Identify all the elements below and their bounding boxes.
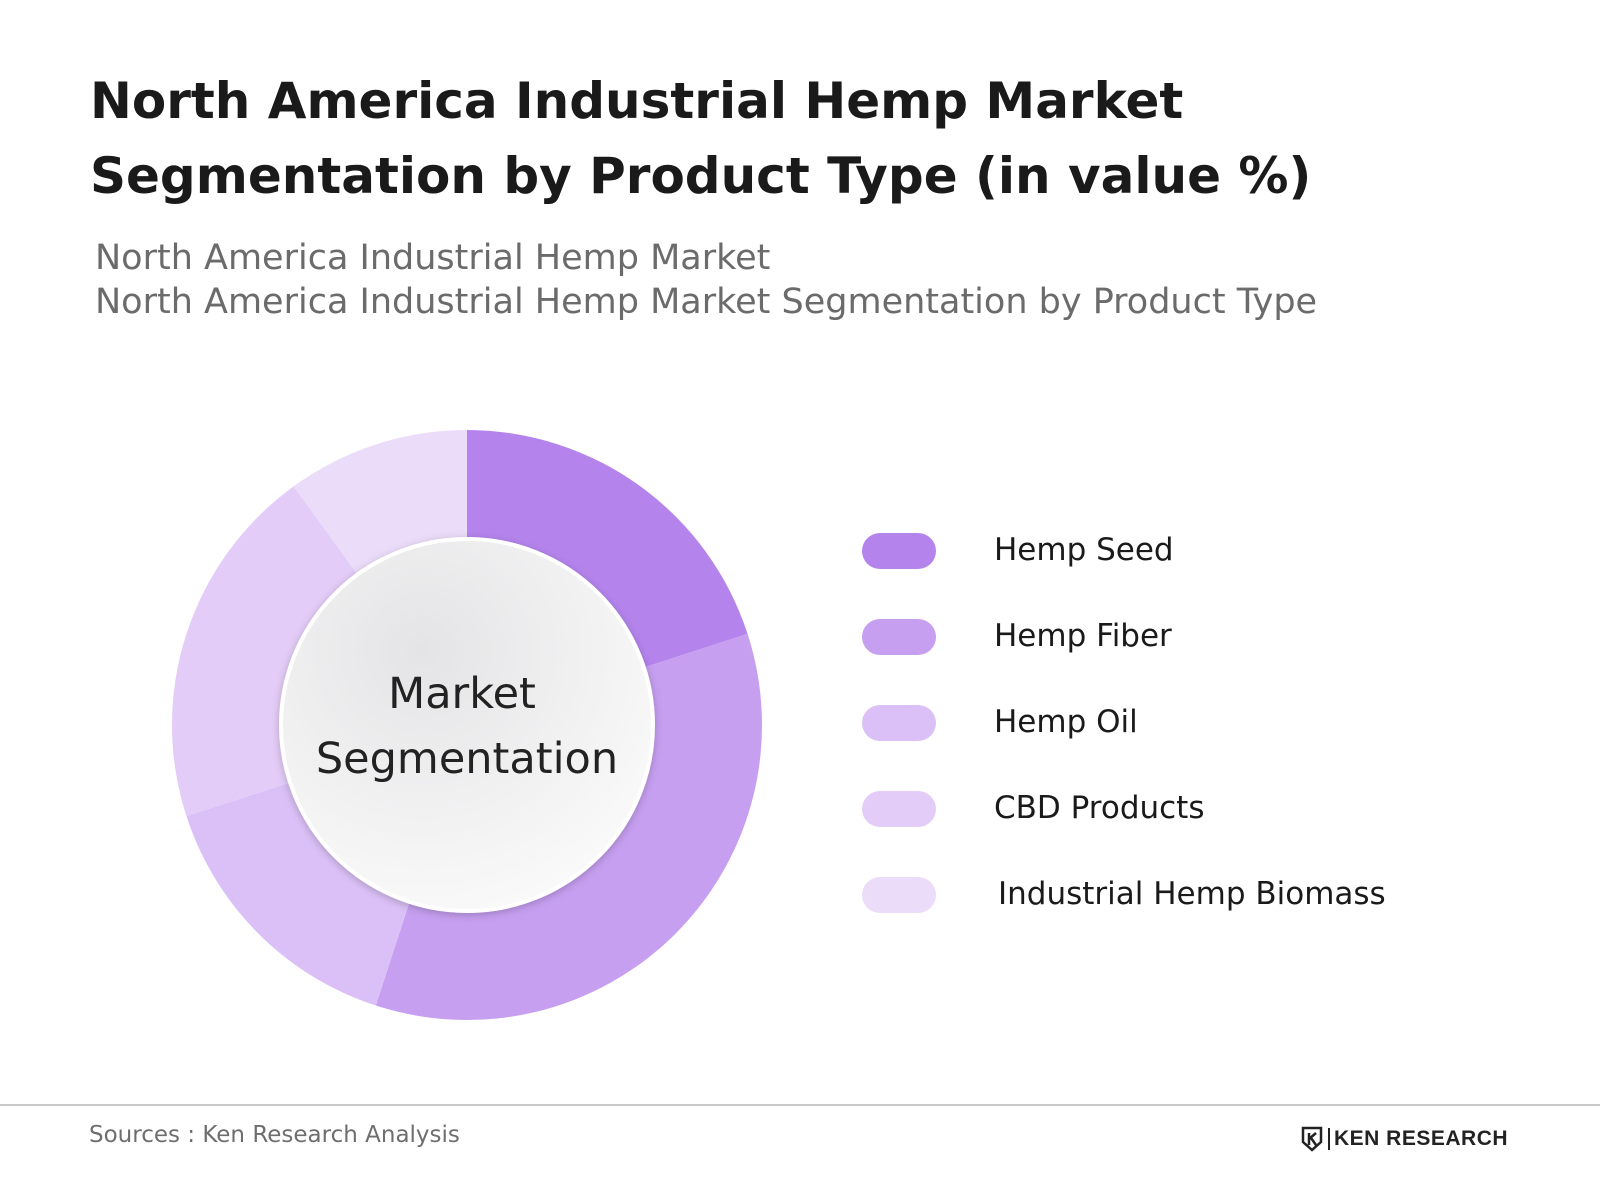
legend-swatch-hemp-oil — [862, 705, 936, 741]
legend-label-hemp-fiber: Hemp Fiber — [994, 618, 1172, 654]
legend-item-hemp-seed: Hemp Seed — [862, 530, 1502, 570]
legend-swatch-industrial-hemp-biomass — [862, 877, 936, 913]
ken-research-logo-icon — [1301, 1126, 1323, 1152]
donut-slice-cbd-products — [172, 486, 360, 817]
donut-slice-hemp-seed — [467, 430, 748, 669]
donut-slice-hemp-fiber — [375, 633, 762, 1020]
chart-subtitle-segmentation: North America Industrial Hemp Market Seg… — [95, 282, 1318, 322]
legend-item-hemp-oil: Hemp Oil — [862, 702, 1502, 742]
legend-label-hemp-seed: Hemp Seed — [994, 532, 1174, 568]
brand-name: KEN RESEARCH — [1334, 1127, 1509, 1150]
source-note: Sources : Ken Research Analysis — [89, 1122, 460, 1148]
donut-slice-hemp-oil — [186, 781, 411, 1006]
legend-label-hemp-oil: Hemp Oil — [994, 704, 1138, 740]
legend-swatch-hemp-fiber — [862, 619, 936, 655]
ken-research-logo: KEN RESEARCH — [1300, 1124, 1508, 1154]
legend-swatch-hemp-seed — [862, 533, 936, 569]
chart-title: North America Industrial Hemp Market Seg… — [90, 72, 1312, 205]
brand-separator — [1328, 1128, 1330, 1150]
donut-slices — [172, 430, 762, 1020]
legend-label-industrial-hemp-biomass: Industrial Hemp Biomass — [998, 876, 1386, 912]
legend-item-industrial-hemp-biomass: Industrial Hemp Biomass — [862, 874, 1502, 914]
footer-divider — [0, 1104, 1600, 1106]
legend-label-cbd-products: CBD Products — [994, 790, 1205, 826]
legend-item-cbd-products: CBD Products — [862, 788, 1502, 828]
chart-subtitle-market: North America Industrial Hemp Market — [95, 238, 771, 278]
donut-center-label-market: Market — [388, 669, 536, 719]
legend-swatch-cbd-products — [862, 791, 936, 827]
legend-item-hemp-fiber: Hemp Fiber — [862, 616, 1502, 656]
donut-center-label-segmentation: Segmentation — [316, 734, 618, 784]
donut-center-disc — [279, 537, 655, 913]
donut-slice-industrial-hemp-biomass — [293, 430, 467, 577]
